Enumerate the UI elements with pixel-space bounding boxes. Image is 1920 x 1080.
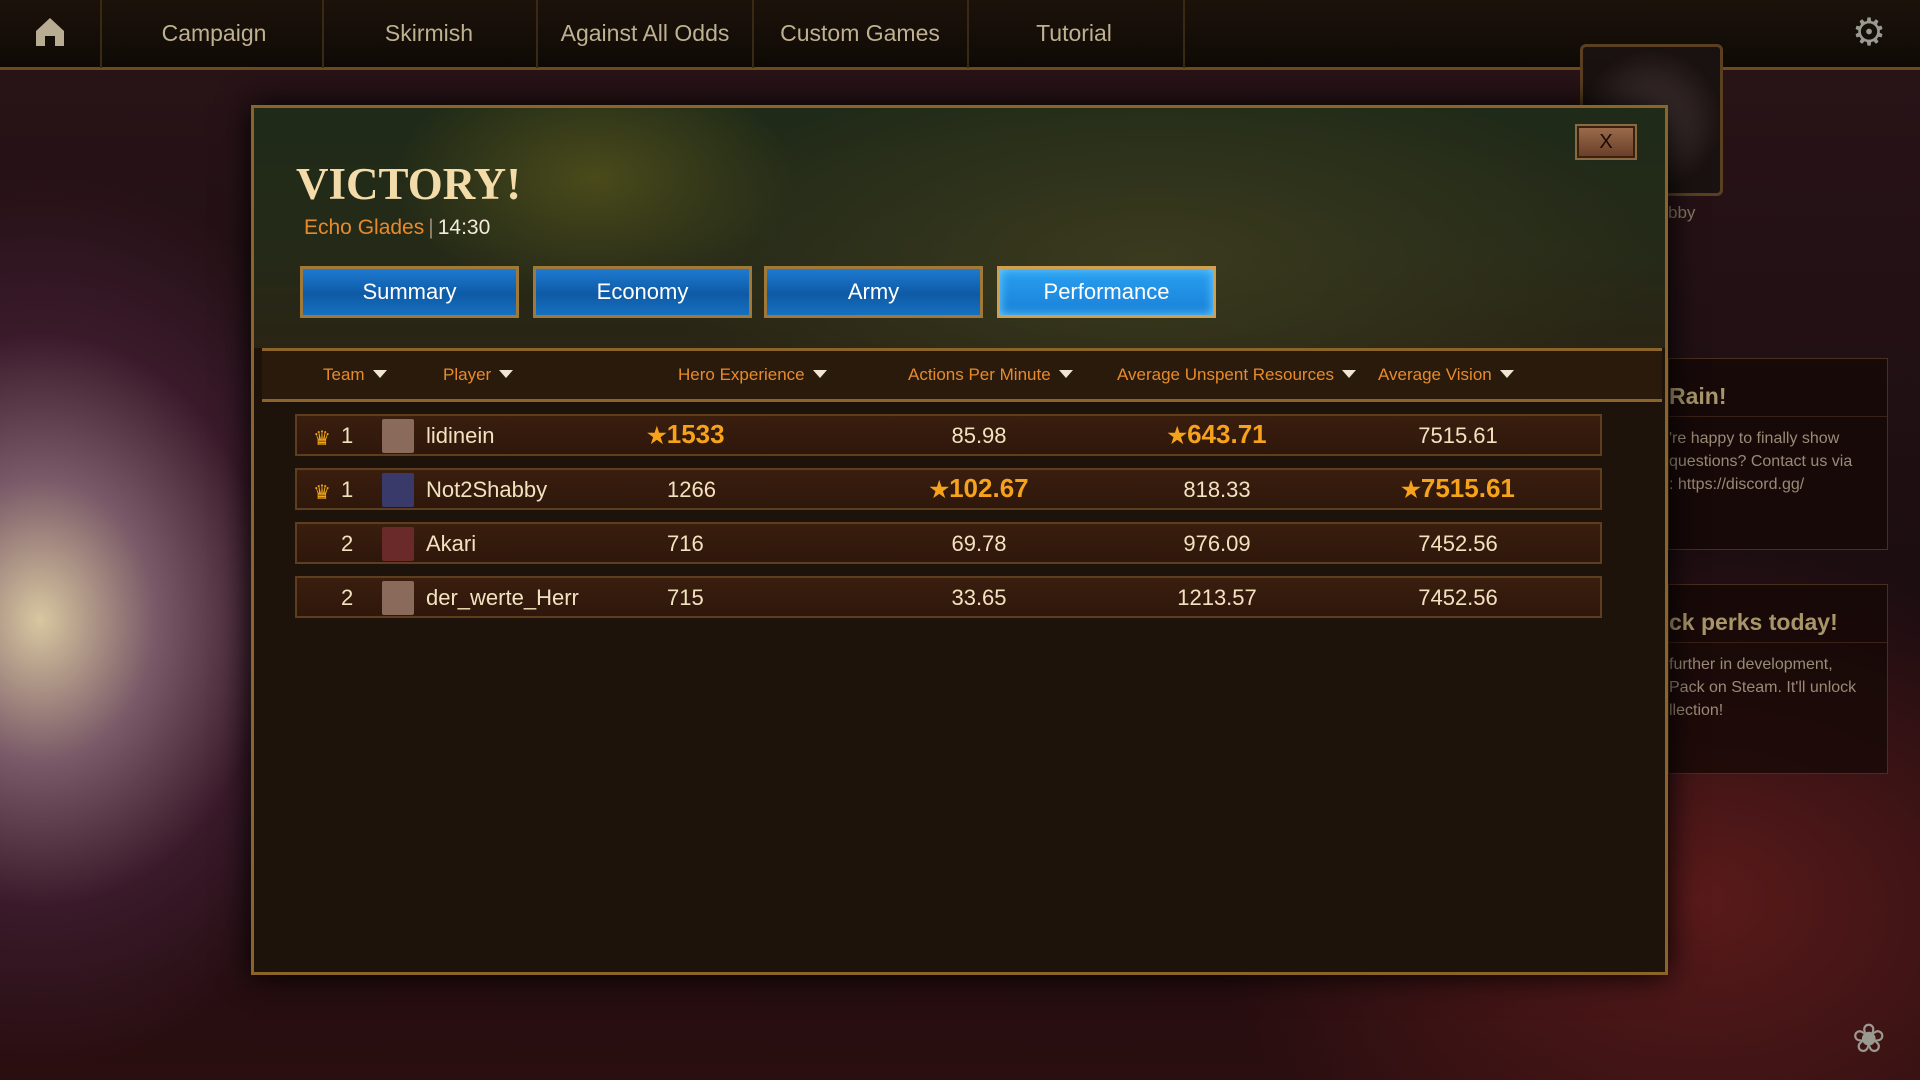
- gear-icon[interactable]: ⚙: [1852, 12, 1887, 54]
- nav-campaign[interactable]: Campaign: [161, 20, 267, 46]
- sort-vision[interactable]: Average Vision: [1378, 365, 1514, 385]
- player-name[interactable]: der_werte_Herr: [426, 585, 579, 610]
- stat-value: 1213.57: [1177, 585, 1257, 610]
- sort-apm[interactable]: Actions Per Minute: [908, 365, 1073, 385]
- news-line: questions? Contact us via: [1669, 453, 1853, 470]
- news-line: 're happy to finally show: [1669, 430, 1840, 447]
- news-title: Rain!: [1669, 359, 1887, 417]
- paw-icon[interactable]: ❀: [1852, 1017, 1886, 1061]
- nav-skirmish[interactable]: Skirmish: [384, 20, 474, 46]
- sort-player[interactable]: Player: [443, 365, 514, 385]
- nav-tutorial[interactable]: Tutorial: [1036, 20, 1112, 46]
- nav-divider: [322, 0, 324, 68]
- crown-icon: ♛: [313, 482, 331, 504]
- stat-value: 7452.56: [1418, 531, 1498, 556]
- star-icon: ★: [929, 477, 950, 502]
- profile-name: bby: [1668, 203, 1696, 222]
- news-card[interactable]: Rain! 're happy to finally show questions…: [1668, 358, 1888, 550]
- team-number: 2: [341, 585, 354, 610]
- home-icon[interactable]: [34, 16, 66, 48]
- match-results-dialog: VICTORY! Echo Glades | 14:30 X Summary Eco…: [251, 105, 1668, 975]
- chevron-down-icon: [499, 370, 514, 378]
- team-number: 1: [341, 477, 354, 502]
- stat-value: 716: [667, 531, 704, 556]
- chevron-down-icon: [812, 370, 827, 378]
- team-number: 2: [341, 531, 354, 556]
- match-info: Echo Glades | 14:30: [304, 216, 490, 240]
- news-link[interactable]: : https://discord.gg/: [1669, 476, 1805, 493]
- match-duration: 14:30: [437, 216, 491, 239]
- stat-value: 1266: [667, 477, 716, 502]
- separator: |: [428, 216, 434, 239]
- tab-economy[interactable]: Economy: [533, 266, 752, 318]
- news-line: Pack on Steam. It'll unlock: [1669, 679, 1857, 696]
- nav-against-all-odds[interactable]: Against All Odds: [560, 20, 730, 46]
- news-card[interactable]: ck perks today! further in development, P…: [1668, 584, 1888, 774]
- star-icon: ★: [647, 423, 667, 448]
- stat-value: 7515.61: [1418, 423, 1498, 448]
- news-line: llection!: [1669, 702, 1724, 719]
- map-name: Echo Glades: [304, 216, 425, 239]
- player-name[interactable]: Akari: [426, 531, 477, 556]
- player-avatar: [382, 419, 414, 453]
- nav-divider: [100, 0, 102, 68]
- stat-value: ★643.71: [1167, 419, 1267, 449]
- nav-divider: [752, 0, 754, 68]
- stat-value: 85.98: [951, 423, 1007, 448]
- team-number: 1: [341, 423, 354, 448]
- stat-value: 715: [667, 585, 704, 610]
- table-row[interactable]: 2 der_werte_Herr 715 33.65 1213.57 7452.56: [295, 576, 1602, 618]
- nav-divider: [536, 0, 538, 68]
- player-name[interactable]: lidinein: [426, 423, 495, 448]
- close-button[interactable]: X: [1575, 124, 1637, 160]
- star-icon: ★: [1167, 423, 1188, 448]
- table-header: Team Player Hero Experience Actions Per …: [262, 348, 1662, 402]
- chevron-down-icon: [1499, 370, 1514, 378]
- tab-army[interactable]: Army: [764, 266, 983, 318]
- tab-performance[interactable]: Performance: [997, 266, 1216, 318]
- table-row[interactable]: ♛ 1 Not2Shabby 1266 ★102.67 818.33 ★7515.61: [295, 468, 1602, 510]
- stat-value: ★7515.61: [1401, 473, 1515, 503]
- stat-value: 7452.56: [1418, 585, 1498, 610]
- tab-summary[interactable]: Summary: [300, 266, 519, 318]
- chevron-down-icon: [372, 370, 387, 378]
- table-row[interactable]: ♛ 1 lidinein ★1533 85.98 ★643.71 7515.61: [295, 414, 1602, 456]
- chevron-down-icon: [1058, 370, 1073, 378]
- star-icon: ★: [1401, 477, 1421, 502]
- sort-hero-experience[interactable]: Hero Experience: [678, 365, 827, 385]
- nav-divider: [967, 0, 969, 68]
- player-avatar: [382, 473, 414, 507]
- stat-value: 33.65: [951, 585, 1007, 610]
- result-title: VICTORY!: [296, 159, 522, 209]
- player-avatar: [382, 527, 414, 561]
- nav-custom-games[interactable]: Custom Games: [780, 20, 940, 46]
- stat-value: ★102.67: [929, 473, 1029, 503]
- news-line: further in development,: [1669, 656, 1833, 673]
- crown-icon: ♛: [313, 428, 331, 450]
- stat-value: 818.33: [1183, 477, 1251, 502]
- table-row[interactable]: 2 Akari 716 69.78 976.09 7452.56: [295, 522, 1602, 564]
- sort-unspent-resources[interactable]: Average Unspent Resources: [1117, 365, 1357, 385]
- top-nav: Campaign Skirmish Against All Odds Custo…: [0, 0, 1920, 70]
- stat-value: 69.78: [951, 531, 1007, 556]
- chevron-down-icon: [1342, 370, 1357, 378]
- news-title: ck perks today!: [1669, 585, 1887, 643]
- sort-team[interactable]: Team: [323, 365, 387, 385]
- stat-value: 976.09: [1183, 531, 1251, 556]
- nav-divider: [1183, 0, 1185, 68]
- player-name[interactable]: Not2Shabby: [426, 477, 548, 502]
- player-avatar: [382, 581, 414, 615]
- stat-value: ★1533: [647, 419, 725, 449]
